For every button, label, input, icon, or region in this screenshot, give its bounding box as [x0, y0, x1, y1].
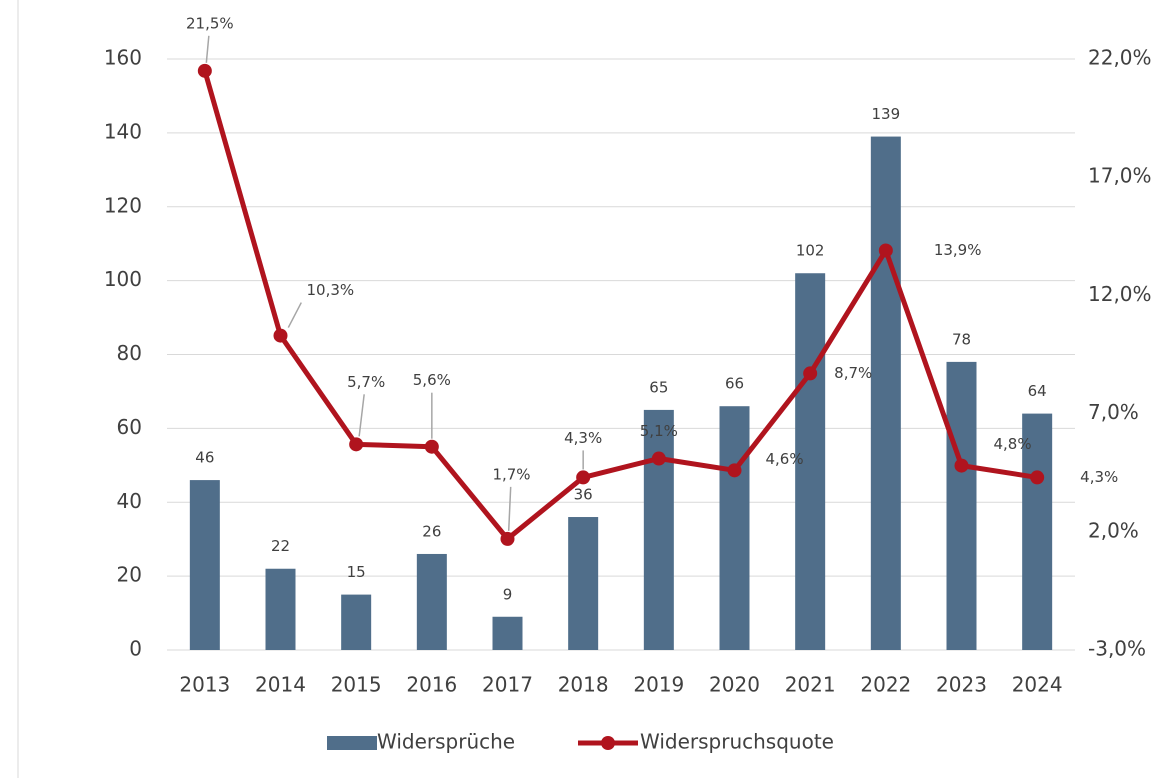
bar: [946, 361, 977, 650]
y-tick-label: 120: [104, 193, 142, 217]
data-label: 36: [574, 486, 593, 504]
line-marker: [727, 463, 742, 478]
bar: [1022, 413, 1053, 650]
line-marker: [1030, 470, 1045, 485]
data-label: 64: [1028, 382, 1047, 400]
y-tick-label: 20: [117, 563, 142, 587]
x-tick-label: 2015: [331, 673, 382, 697]
data-label: 5,7%: [347, 373, 385, 391]
data-label: 26: [422, 522, 441, 540]
line-marker: [424, 439, 439, 454]
line-marker: [954, 458, 969, 473]
y-tick-label: 0: [129, 637, 142, 661]
data-label: 4,3%: [564, 429, 602, 447]
x-tick-label: 2020: [709, 673, 760, 697]
data-label: 8,7%: [834, 364, 872, 382]
y2-tick-label: 2,0%: [1088, 518, 1139, 542]
line-marker: [878, 243, 893, 258]
y-tick-label: 140: [104, 119, 142, 143]
bar: [643, 409, 674, 650]
y2-tick-label: 22,0%: [1088, 46, 1152, 70]
leader-line: [358, 394, 365, 437]
bar: [341, 594, 372, 650]
data-label: 5,1%: [640, 422, 678, 440]
data-label: 9: [503, 585, 513, 603]
x-tick-label: 2017: [482, 673, 533, 697]
y2-tick-label: 7,0%: [1088, 400, 1139, 424]
leader-line: [205, 35, 210, 63]
data-label: 15: [347, 563, 366, 581]
data-label: 46: [195, 449, 214, 467]
data-label: 78: [952, 330, 971, 348]
bar: [189, 480, 220, 650]
data-label: 139: [872, 105, 901, 123]
y2-tick-label: 12,0%: [1088, 282, 1152, 306]
x-tick-label: 2019: [633, 673, 684, 697]
y2-tick-label: -3,0%: [1088, 637, 1146, 661]
bar: [870, 136, 901, 651]
leader-line: [507, 486, 512, 531]
x-tick-label: 2022: [860, 673, 911, 697]
line-marker: [273, 328, 288, 343]
data-label: 4,3%: [1080, 468, 1118, 486]
bar: [719, 406, 750, 650]
x-tick-label: 2021: [785, 673, 836, 697]
x-tick-label: 2024: [1012, 673, 1063, 697]
legend-swatch: [327, 736, 377, 750]
bar: [795, 273, 826, 650]
y-tick-label: 80: [117, 341, 142, 365]
bar: [265, 568, 296, 650]
data-label: 13,9%: [934, 241, 982, 259]
legend-marker: [601, 736, 615, 750]
chart-frame: [17, 0, 19, 778]
bar: [416, 553, 447, 650]
data-label: 1,7%: [492, 465, 530, 483]
y-tick-label: 60: [117, 415, 142, 439]
x-tick-label: 2023: [936, 673, 987, 697]
y-tick-label: 40: [117, 489, 142, 513]
line-marker: [500, 531, 515, 546]
y-tick-label: 100: [104, 267, 142, 291]
legend-label: Widerspruchsquote: [640, 730, 834, 754]
x-tick-label: 2014: [255, 673, 306, 697]
bar: [492, 616, 523, 650]
data-label: 22: [271, 537, 290, 555]
x-tick-label: 2013: [179, 673, 230, 697]
data-label: 4,6%: [766, 450, 804, 468]
legend-label: Widersprüche: [377, 730, 515, 754]
data-label: 65: [649, 378, 668, 396]
line-marker: [651, 451, 666, 466]
bar: [568, 517, 599, 650]
data-label: 102: [796, 242, 825, 260]
x-tick-label: 2016: [406, 673, 457, 697]
y2-tick-label: 17,0%: [1088, 164, 1152, 188]
line: [202, 70, 1038, 542]
leader-line: [287, 302, 302, 328]
data-label: 10,3%: [307, 281, 355, 299]
data-label: 66: [725, 375, 744, 393]
data-label: 4,8%: [994, 435, 1032, 453]
x-tick-label: 2018: [558, 673, 609, 697]
line-marker: [197, 63, 212, 78]
line-marker: [576, 470, 591, 485]
data-label: 21,5%: [186, 14, 234, 32]
y-tick-label: 160: [104, 46, 142, 70]
line-marker: [803, 366, 818, 381]
data-label: 5,6%: [413, 371, 451, 389]
line-marker: [349, 437, 364, 452]
